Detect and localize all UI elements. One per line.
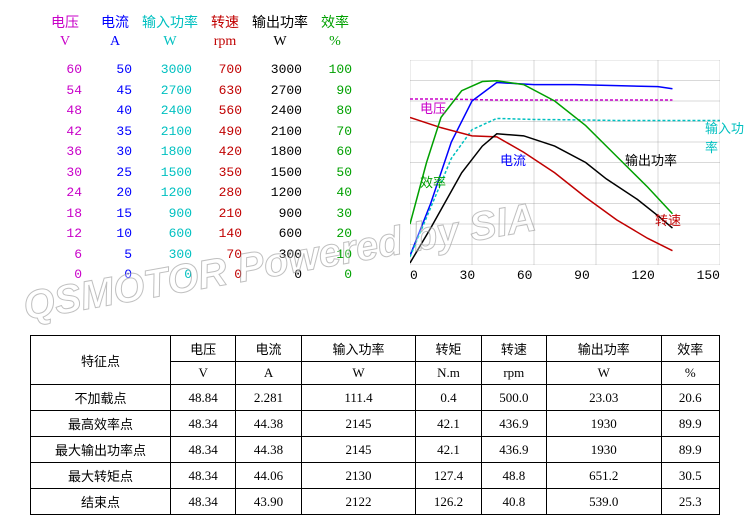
table-row: 最大转矩点48.3444.062130127.448.8651.230.5	[31, 463, 720, 489]
cell: 48.34	[171, 463, 236, 489]
table-row: 不加载点48.842.281111.40.4500.023.0320.6	[31, 385, 720, 411]
cell: 89.9	[661, 437, 719, 463]
cell: 48.84	[171, 385, 236, 411]
cell: 651.2	[547, 463, 662, 489]
cell: 48.34	[171, 489, 236, 515]
header-col: 转速rpm	[200, 15, 250, 51]
col-unit: A	[236, 362, 301, 385]
curve-label: 输出功率	[625, 150, 677, 169]
cell: 111.4	[301, 385, 416, 411]
header-col: 效率%	[310, 15, 360, 51]
cell: 436.9	[481, 411, 546, 437]
cell: 48.34	[171, 437, 236, 463]
col-unit: %	[661, 362, 719, 385]
row-label: 结束点	[31, 489, 171, 515]
cell: 44.38	[236, 437, 301, 463]
header-col: 电压V	[40, 15, 90, 51]
scale-col: 50454035302520151050	[90, 60, 140, 286]
chart-headers: 电压V电流A输入功率W转速rpm输出功率W效率%	[40, 15, 360, 51]
curve-label: 电压	[420, 98, 446, 117]
cell: 2122	[301, 489, 416, 515]
cell: 48.8	[481, 463, 546, 489]
col-header: 电压	[171, 336, 236, 362]
scale-col: 30002700240021001800150012009006003000	[250, 60, 310, 286]
x-axis-ticks: 0306090120150	[410, 268, 720, 283]
curve-label: 输入功率	[705, 118, 750, 156]
table-row: 最大输出功率点48.3444.38214542.1436.9193089.9	[31, 437, 720, 463]
row-label: 最大转矩点	[31, 463, 171, 489]
curve-转速	[410, 117, 672, 250]
scale-col: 1009080706050403020100	[310, 60, 360, 286]
scale-col: 700630560490420350280210140700	[200, 60, 250, 286]
curve-输入功率	[410, 118, 720, 256]
row-label: 最高效率点	[31, 411, 171, 437]
cell: 2.281	[236, 385, 301, 411]
col-header: 电流	[236, 336, 301, 362]
col-unit: W	[547, 362, 662, 385]
col-unit: V	[171, 362, 236, 385]
col-unit: rpm	[481, 362, 546, 385]
col-header: 输入功率	[301, 336, 416, 362]
table-corner: 特征点	[31, 336, 171, 385]
cell: 43.90	[236, 489, 301, 515]
cell: 25.3	[661, 489, 719, 515]
cell: 48.34	[171, 411, 236, 437]
cell: 500.0	[481, 385, 546, 411]
cell: 44.06	[236, 463, 301, 489]
cell: 30.5	[661, 463, 719, 489]
data-table: 特征点电压电流输入功率转矩转速输出功率效率VAWN.mrpmW%不加载点48.8…	[30, 335, 720, 515]
header-col: 电流A	[90, 15, 140, 51]
cell: 127.4	[416, 463, 481, 489]
curve-label: 电流	[500, 150, 526, 169]
cell: 2145	[301, 437, 416, 463]
cell: 436.9	[481, 437, 546, 463]
cell: 44.38	[236, 411, 301, 437]
cell: 1930	[547, 437, 662, 463]
cell: 2145	[301, 411, 416, 437]
table-row: 最高效率点48.3444.38214542.1436.9193089.9	[31, 411, 720, 437]
header-col: 输入功率W	[140, 15, 200, 51]
scale-col: 60544842363024181260	[40, 60, 90, 286]
chart-scales: 6054484236302418126050454035302520151050…	[40, 60, 360, 286]
row-label: 不加载点	[31, 385, 171, 411]
col-header: 转矩	[416, 336, 481, 362]
col-unit: N.m	[416, 362, 481, 385]
scale-col: 30002700240021001800150012009006003000	[140, 60, 200, 286]
col-header: 转速	[481, 336, 546, 362]
cell: 23.03	[547, 385, 662, 411]
cell: 1930	[547, 411, 662, 437]
table-row: 结束点48.3443.902122126.240.8539.025.3	[31, 489, 720, 515]
cell: 539.0	[547, 489, 662, 515]
cell: 42.1	[416, 411, 481, 437]
col-header: 效率	[661, 336, 719, 362]
curve-label: 效率	[420, 172, 446, 191]
chart-area: 电压V电流A输入功率W转速rpm输出功率W效率% 605448423630241…	[0, 0, 750, 310]
cell: 0.4	[416, 385, 481, 411]
header-col: 输出功率W	[250, 15, 310, 51]
cell: 20.6	[661, 385, 719, 411]
curve-label: 转速	[655, 210, 681, 229]
col-header: 输出功率	[547, 336, 662, 362]
cell: 2130	[301, 463, 416, 489]
cell: 89.9	[661, 411, 719, 437]
cell: 40.8	[481, 489, 546, 515]
cell: 42.1	[416, 437, 481, 463]
row-label: 最大输出功率点	[31, 437, 171, 463]
col-unit: W	[301, 362, 416, 385]
curve-电压	[410, 99, 672, 100]
cell: 126.2	[416, 489, 481, 515]
